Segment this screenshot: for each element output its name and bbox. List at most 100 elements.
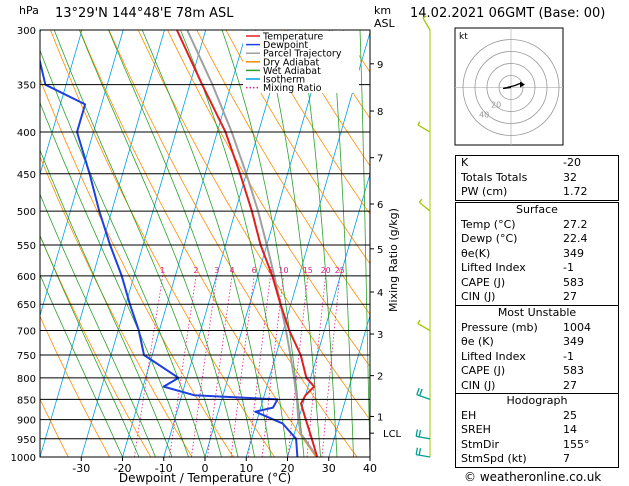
- credit-text: © weatheronline.co.uk: [464, 470, 602, 484]
- wet-adiabat-line: [359, 30, 370, 457]
- dry-adiabat-line: [40, 398, 69, 457]
- wind-barb-flag: [416, 387, 420, 395]
- table-row: SREH 14: [461, 423, 577, 436]
- km-tick-label: 4: [377, 288, 383, 299]
- table-row: Temp (°C) 27.2: [461, 217, 588, 231]
- mixing-ratio-line: [191, 275, 218, 457]
- pressure-tick-label: 550: [17, 241, 36, 252]
- pressure-tick-label: 600: [17, 272, 36, 283]
- wind-barb: [416, 453, 431, 458]
- temp-tick-label: 30: [322, 462, 336, 475]
- temp-tick-label: -20: [114, 462, 132, 475]
- pressure-tick-label: 900: [17, 416, 36, 427]
- legend-background: [243, 31, 359, 93]
- hodograph-trace: [502, 82, 521, 90]
- km-tick-label: 7: [377, 154, 383, 165]
- most-unstable-title: Most Unstable: [497, 306, 577, 319]
- mixing-ratio-axis-label: Mixing Ratio (g/kg): [387, 208, 400, 312]
- table-row: StmDir 155°: [461, 437, 590, 451]
- mixing-ratio-label: 20: [321, 266, 331, 275]
- isotherm-line: [163, 30, 289, 457]
- wet-adiabat-line: [79, 30, 239, 457]
- pressure-tick-label: 750: [17, 351, 36, 362]
- wind-barb: [417, 124, 431, 133]
- surface-title: Surface: [516, 203, 558, 216]
- wet-adiabat-line: [40, 49, 206, 457]
- mixing-ratio-label: 15: [303, 266, 313, 275]
- index-row-pw: PW (cm) 1.72: [461, 185, 588, 198]
- legend-item: Dry Adiabat: [263, 57, 320, 68]
- wind-barb-flag: [418, 448, 422, 456]
- hodograph-table-title: Hodograph: [506, 394, 568, 407]
- km-tick-label: 8: [377, 107, 383, 118]
- datetime-header: 14.02.2021 06GMT (Base: 00): [410, 6, 606, 21]
- wind-barb-flag: [417, 121, 421, 126]
- table-row: CIN (J) 27: [461, 378, 577, 392]
- table-row: Lifted Index -1: [461, 261, 574, 274]
- isotherm-line: [80, 30, 207, 457]
- dewpoint-line: [40, 57, 299, 457]
- km-tick-label: 6: [377, 200, 383, 211]
- wind-barb: [418, 201, 431, 212]
- legend-item: Mixing Ratio: [263, 83, 322, 94]
- km-tick-label: 2: [377, 372, 383, 383]
- temp-tick-label: 0: [202, 462, 209, 475]
- hodograph-ring-label: 40: [479, 111, 489, 120]
- most-unstable-table: Most Unstable Pressure (mb) 1004 θe (K) 34…: [455, 305, 619, 394]
- temp-tick-label: 40: [363, 462, 377, 475]
- pressure-tick-label: 500: [17, 207, 36, 218]
- hodograph-ring: [474, 51, 548, 124]
- mixing-ratio-line: [133, 275, 164, 457]
- table-row: θe(K) 349: [461, 246, 584, 260]
- pressure-tick-label: 950: [17, 435, 36, 446]
- hodograph-storm-marker: [520, 81, 525, 88]
- km-tick-label: 3: [377, 330, 383, 341]
- pressure-tick-label: 350: [17, 81, 36, 92]
- legend-item: Wet Adiabat: [263, 66, 321, 77]
- wind-barb: [417, 322, 431, 332]
- indices-table: K -20 Totals Totals 32 PW (cm) 1.72: [455, 155, 619, 201]
- hodograph-unit-label: kt: [459, 32, 468, 42]
- isotherm-line: [287, 172, 370, 457]
- table-row: Dewp (°C) 22.4: [461, 232, 588, 245]
- mixing-ratio-label: 2: [194, 266, 199, 275]
- wind-barb-flag: [418, 429, 422, 438]
- height-axis-unit: km ASL: [374, 4, 395, 30]
- legend-item: Parcel Trajectory: [263, 49, 342, 60]
- pressure-axis-unit: hPa: [19, 4, 39, 17]
- dry-adiabat-line: [225, 30, 370, 265]
- km-tick-label: 5: [377, 245, 383, 256]
- mixing-ratio-label: 25: [335, 266, 345, 275]
- pressure-tick-label: 850: [17, 395, 36, 406]
- mixing-ratio-line: [261, 275, 284, 457]
- temp-tick-label: 20: [281, 462, 295, 475]
- mixing-ratio-line: [321, 275, 341, 457]
- dry-adiabat-line: [196, 30, 370, 316]
- index-row-k: K -20: [461, 156, 581, 169]
- table-row: EH 25: [461, 408, 577, 422]
- legend-item: Temperature: [262, 32, 323, 43]
- wind-barb-flag: [422, 15, 427, 19]
- hodograph-ring: [462, 39, 560, 136]
- wind-barb-column: [415, 15, 431, 458]
- mixing-ratio-label: 3: [214, 266, 219, 275]
- table-row: Pressure (mb) 1004: [461, 320, 591, 334]
- wind-barb: [422, 17, 431, 31]
- pressure-tick-label: 450: [17, 170, 36, 181]
- wind-barb-flag: [417, 319, 421, 324]
- dry-adiabat-line: [284, 30, 370, 167]
- mixing-ratio-label: 1: [160, 266, 165, 275]
- mixing-ratio-label: 6: [252, 266, 257, 275]
- wind-barb-flag: [415, 429, 419, 437]
- mixing-ratio-line: [169, 275, 197, 457]
- pressure-tick-label: 700: [17, 327, 36, 338]
- table-row: StmSpd (kt) 7: [461, 452, 570, 465]
- mixing-ratio-line: [248, 275, 271, 457]
- mixing-ratio-label: 10: [278, 266, 288, 275]
- pressure-tick-label: 300: [17, 26, 36, 37]
- legend-item: Dewpoint: [263, 40, 308, 51]
- dry-adiabat-line: [40, 77, 234, 457]
